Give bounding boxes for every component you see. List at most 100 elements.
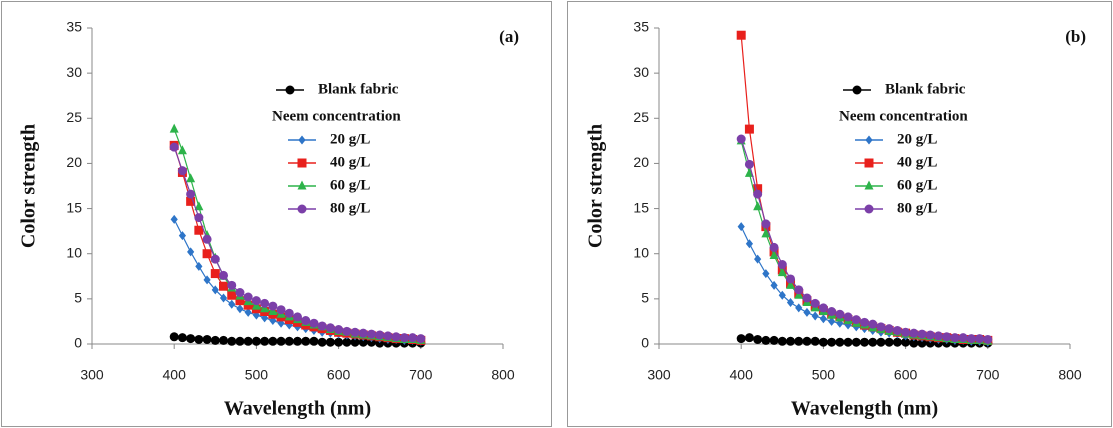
data-point	[843, 337, 853, 347]
data-point	[309, 336, 319, 346]
panel-label: (a)	[499, 27, 519, 46]
data-point	[260, 336, 270, 346]
data-point	[736, 134, 746, 144]
data-point	[925, 330, 935, 340]
legend-label: Blank fabric	[885, 81, 966, 97]
data-point	[317, 337, 327, 347]
data-point	[350, 337, 360, 347]
data-point	[778, 290, 786, 300]
data-point	[744, 333, 754, 343]
data-point	[186, 334, 196, 344]
legend-label: 80 g/L	[897, 200, 937, 216]
data-point	[761, 219, 771, 229]
data-point	[416, 334, 426, 344]
data-point	[309, 318, 319, 328]
data-point	[794, 285, 804, 295]
data-point	[892, 337, 902, 347]
x-tick-label: 400	[163, 367, 187, 383]
data-point	[284, 308, 294, 318]
legend-marker	[864, 204, 874, 214]
data-point	[777, 267, 787, 277]
data-point	[835, 337, 845, 347]
data-point	[884, 337, 894, 347]
data-point	[334, 337, 344, 347]
data-point	[236, 304, 244, 314]
data-point	[251, 336, 261, 346]
data-point	[244, 307, 252, 317]
data-point	[892, 325, 902, 335]
data-point	[802, 293, 812, 303]
data-point	[753, 334, 763, 344]
data-point	[243, 300, 253, 310]
data-point	[219, 335, 229, 345]
legend-title: Neem concentration	[272, 108, 401, 124]
data-point	[177, 333, 187, 343]
data-point	[827, 337, 837, 347]
legend-marker	[852, 85, 862, 95]
data-point	[358, 328, 368, 338]
data-point	[228, 299, 236, 309]
data-point	[227, 280, 237, 290]
data-point	[795, 303, 803, 313]
data-point	[876, 322, 886, 332]
data-point	[744, 159, 754, 169]
legend-label: 60 g/L	[897, 177, 937, 193]
data-point	[736, 30, 746, 40]
data-point	[202, 249, 212, 259]
data-point	[342, 326, 352, 336]
data-point	[777, 260, 787, 270]
data-point	[958, 333, 968, 343]
y-tick-label: 25	[66, 109, 82, 125]
legend-marker	[298, 135, 306, 145]
data-point	[786, 297, 795, 307]
data-point	[917, 338, 927, 348]
data-point	[851, 315, 861, 325]
legend-label: Blank fabric	[318, 81, 399, 97]
x-tick-label: 500	[812, 367, 836, 383]
data-point	[909, 338, 919, 348]
data-point	[202, 234, 212, 244]
data-point	[177, 166, 187, 176]
data-point	[268, 301, 278, 311]
data-point	[761, 228, 771, 238]
data-point	[293, 312, 302, 322]
data-point	[227, 290, 237, 300]
data-point	[186, 196, 196, 206]
y-tick-label: 10	[66, 244, 82, 260]
y-tick-label: 30	[66, 64, 82, 80]
y-tick-label: 30	[633, 64, 649, 80]
y-tick-label: 25	[633, 109, 649, 125]
series-line	[740, 138, 988, 341]
data-point	[786, 274, 796, 284]
data-point	[762, 269, 770, 279]
x-tick-label: 400	[730, 367, 754, 383]
data-point	[358, 337, 368, 347]
data-point	[966, 334, 976, 344]
data-point	[777, 336, 787, 346]
y-tick-label: 20	[66, 154, 82, 170]
data-point	[818, 337, 828, 347]
data-point	[769, 335, 779, 345]
data-point	[219, 270, 229, 280]
data-point	[269, 316, 277, 326]
data-point	[325, 337, 335, 347]
x-tick-label: 300	[647, 367, 671, 383]
data-point	[276, 305, 286, 315]
legend-label: 40 g/L	[330, 154, 370, 170]
data-point	[868, 337, 878, 347]
data-point	[753, 189, 763, 199]
data-point	[235, 288, 245, 298]
x-tick-label: 700	[409, 367, 433, 383]
data-point	[744, 124, 754, 134]
data-point	[819, 314, 827, 324]
y-tick-label: 35	[66, 19, 82, 35]
y-tick-label: 0	[74, 335, 82, 351]
y-tick-label: 10	[633, 244, 649, 260]
data-point	[769, 242, 779, 252]
y-axis-title: Color strength	[18, 124, 40, 248]
data-point	[754, 254, 762, 264]
data-point	[276, 336, 286, 346]
data-point	[203, 275, 211, 285]
legend-marker	[297, 180, 307, 190]
panel-frame	[1, 1, 552, 427]
